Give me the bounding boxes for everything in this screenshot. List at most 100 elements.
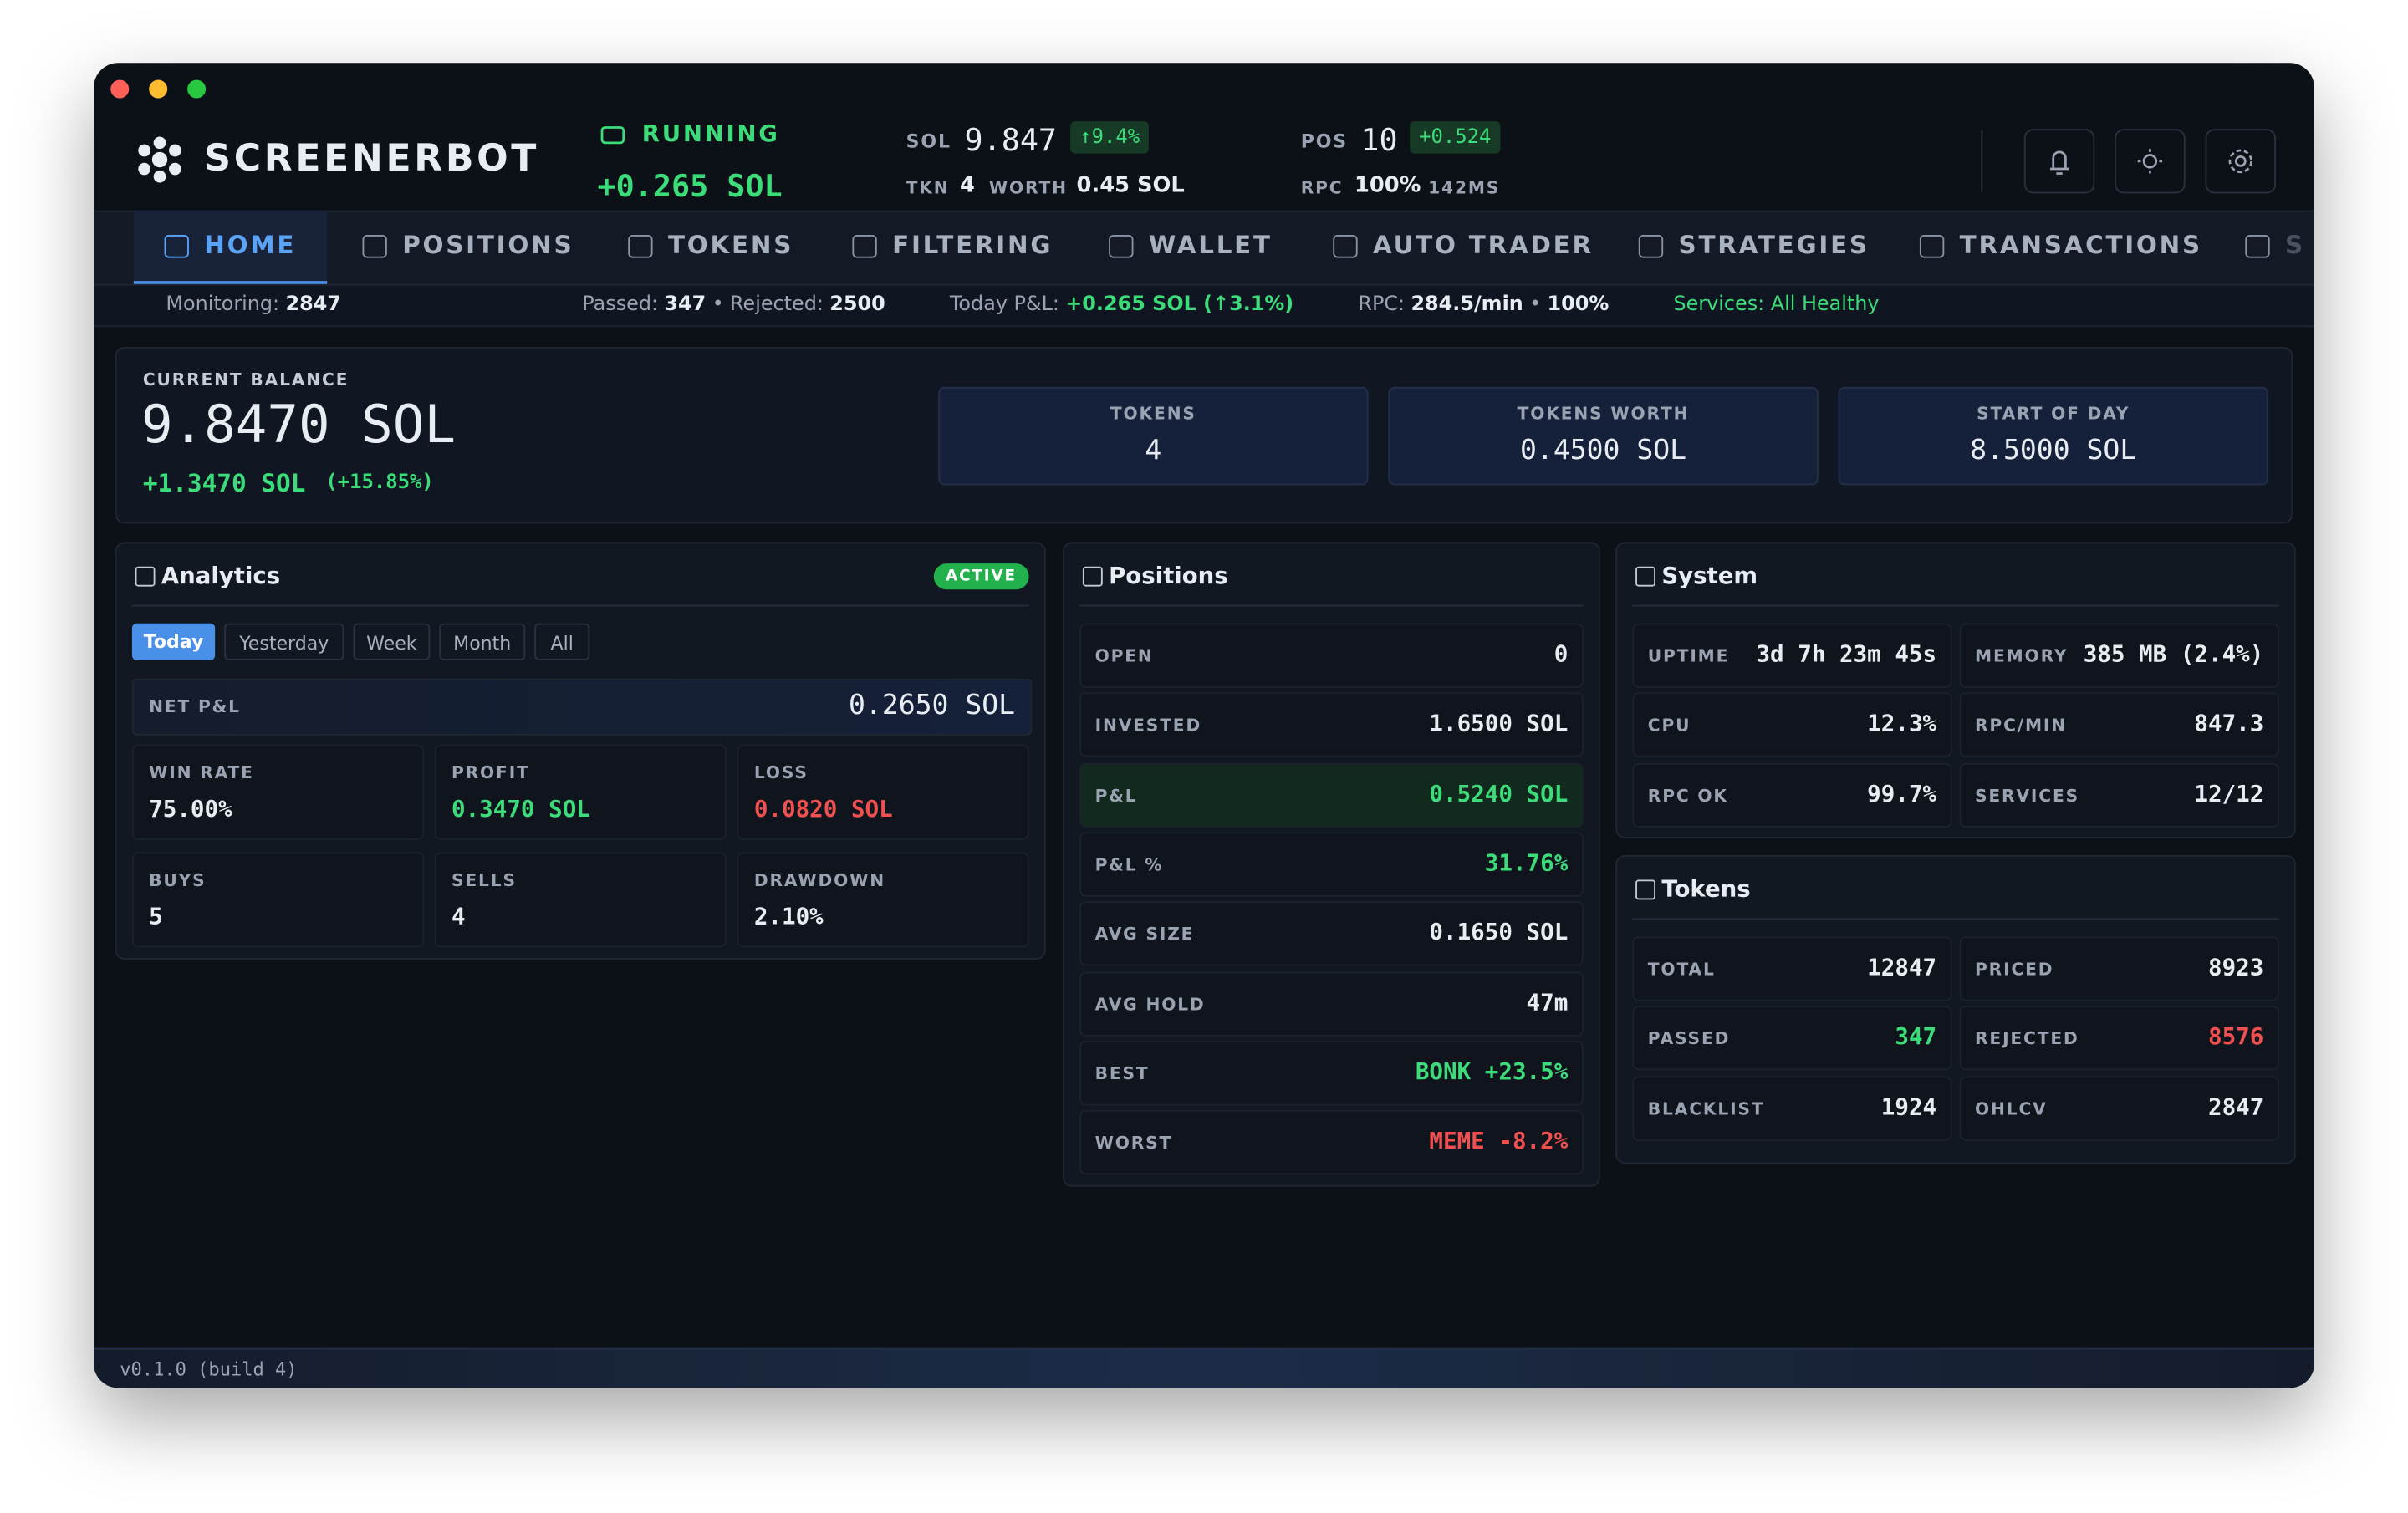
- cell-label: RPC OK: [1647, 785, 1728, 806]
- row-value: 47m: [1526, 987, 1569, 1016]
- footer: v0.1.0 (build 4): [94, 1347, 2314, 1388]
- stat-label: TOKENS WORTH: [1517, 404, 1690, 424]
- nav-tab[interactable]: TOKENS: [628, 211, 793, 281]
- metric-value: 2.10%: [753, 902, 824, 931]
- notifications-button[interactable]: [2023, 129, 2095, 194]
- panel-icon: [1635, 879, 1656, 900]
- status-pnl-label: Today P&L:: [949, 293, 1059, 317]
- stat-label: TOKENS: [1110, 404, 1196, 424]
- nav-tab[interactable]: S: [2245, 211, 2305, 281]
- position-row: P&L % 31.76%: [1079, 832, 1584, 897]
- settings-button[interactable]: [2205, 129, 2277, 194]
- pos-label: POS: [1300, 130, 1348, 152]
- status: RUNNING: [641, 120, 780, 148]
- nav-tab[interactable]: WALLET: [1109, 211, 1273, 281]
- metric-label: DRAWDOWN: [753, 870, 886, 891]
- nav-tab[interactable]: POSITIONS: [362, 211, 574, 281]
- metric-cell: BUYS 5: [131, 852, 424, 948]
- nav-tab[interactable]: FILTERING: [852, 211, 1053, 281]
- metric-label: BUYS: [149, 870, 207, 891]
- metric-label: WIN RATE: [149, 762, 254, 783]
- nav-icon: [628, 235, 653, 258]
- net-pnl-row: NET P&L 0.2650 SOL: [131, 678, 1033, 736]
- row-value: 0.1650 SOL: [1429, 918, 1569, 946]
- metric-cell: WIN RATE 75.00%: [131, 744, 424, 840]
- period-tab[interactable]: Today: [131, 623, 216, 660]
- metric-cell: LOSS 0.0820 SOL: [737, 744, 1029, 840]
- position-row: AVG SIZE 0.1650 SOL: [1079, 901, 1584, 966]
- metric-label: LOSS: [753, 762, 809, 783]
- theme-button[interactable]: [2115, 129, 2186, 194]
- balance-change-pct: (+15.85%): [325, 471, 434, 495]
- net-pnl-value: 0.2650 SOL: [849, 689, 1016, 722]
- status-separator: •: [1529, 293, 1542, 317]
- cell-value: 3d 7h 23m 45s: [1756, 639, 1937, 668]
- row-label: AVG HOLD: [1094, 994, 1206, 1015]
- period-tab[interactable]: Month: [439, 623, 526, 660]
- panel-title: Positions: [1109, 562, 1228, 590]
- cell-value: 2847: [2207, 1093, 2264, 1121]
- rpc-label: RPC: [1300, 178, 1344, 198]
- cell-label: UPTIME: [1647, 646, 1730, 667]
- cell-label: CPU: [1647, 716, 1691, 736]
- nav-icon: [852, 235, 877, 258]
- analytics-panel: Analytics ACTIVE Today Yesterday Week Month Al…: [115, 542, 1046, 960]
- stat-cell: RPC/MIN 847.3: [1959, 692, 2279, 758]
- nav-label[interactable]: HOME: [204, 230, 297, 260]
- nav-label[interactable]: STRATEGIES: [1678, 230, 1870, 260]
- nav-label[interactable]: TRANSACTIONS: [1959, 230, 2202, 260]
- window: SCREENERBOT RUNNING +0.265 SOL SOL 9.847…: [94, 63, 2314, 1388]
- cell-value: 8923: [2207, 953, 2264, 981]
- cell-value: 12847: [1867, 953, 1937, 981]
- balance-card: CURRENT BALANCE 9.8470 SOL +1.3470 SOL (…: [115, 347, 2293, 524]
- cell-label: REJECTED: [1975, 1029, 2079, 1050]
- cell-label: RPC/MIN: [1975, 716, 2068, 736]
- metric-cell: PROFIT 0.3470 SOL: [434, 744, 727, 840]
- rpc-latency: 142MS: [1428, 178, 1501, 198]
- tokens-panel: Tokens TOTAL 12847 PRICED 8923 PASSED 347 REJEC…: [1615, 855, 2296, 1164]
- sol-change: ↑9.4%: [1070, 121, 1150, 154]
- stat-cell: TOTAL 12847: [1632, 936, 1952, 1001]
- balance-stat-card: TOKENS WORTH 0.4500 SOL: [1388, 386, 1819, 486]
- nav-tab[interactable]: TRANSACTIONS: [1919, 211, 2202, 281]
- nav-label[interactable]: FILTERING: [892, 230, 1054, 260]
- status-services: Services: All Healthy: [1673, 293, 1880, 317]
- stat-value: 0.4500 SOL: [1520, 434, 1687, 467]
- nav-icon: [1333, 235, 1358, 258]
- nav-tab[interactable]: AUTO TRADER: [1333, 211, 1594, 281]
- position-row: P&L 0.5240 SOL: [1079, 762, 1584, 828]
- cell-label: PASSED: [1647, 1029, 1731, 1050]
- nav-label[interactable]: TOKENS: [667, 230, 794, 260]
- nav-tab[interactable]: HOME: [133, 210, 327, 284]
- position-row: OPEN 0: [1079, 623, 1584, 688]
- net-pnl-label: NET P&L: [149, 696, 241, 717]
- nav-label[interactable]: WALLET: [1148, 230, 1273, 260]
- period-tab[interactable]: All: [534, 623, 590, 660]
- cell-label: OHLCV: [1975, 1098, 2048, 1119]
- status-pnl-value: +0.265 SOL (↑3.1%): [1065, 293, 1294, 317]
- tkn-label: TKN: [906, 178, 950, 198]
- balance-change: +1.3470 SOL: [142, 468, 306, 498]
- cell-label: TOTAL: [1647, 959, 1716, 980]
- nav-icon: [1109, 235, 1134, 258]
- balance-label: CURRENT BALANCE: [142, 369, 349, 390]
- row-label: WORST: [1094, 1133, 1173, 1154]
- badge: ACTIVE: [933, 563, 1029, 590]
- period-tab[interactable]: Yesterday: [224, 623, 344, 660]
- nav-tab[interactable]: STRATEGIES: [1638, 211, 1870, 281]
- status-items: Monitoring: 2847 Passed: 347 • Rejected: 2500 T…: [135, 293, 1880, 317]
- position-row: WORST MEME -8.2%: [1079, 1110, 1584, 1175]
- row-value: 1.6500 SOL: [1429, 710, 1569, 738]
- stat-cell: RPC OK 99.7%: [1632, 762, 1952, 828]
- nav-label[interactable]: POSITIONS: [402, 230, 574, 260]
- nav-label[interactable]: AUTO TRADER: [1373, 230, 1594, 260]
- period-tab[interactable]: Week: [353, 623, 431, 660]
- position-row: AVG HOLD 47m: [1079, 970, 1584, 1036]
- panel-title: Tokens: [1661, 874, 1751, 903]
- panel-rule: [1632, 918, 2279, 920]
- balance-value: 9.8470 SOL: [140, 395, 456, 456]
- nav-icon: [164, 235, 189, 258]
- nav-label[interactable]: S: [2285, 230, 2305, 260]
- worth-value: 0.45 SOL: [1076, 173, 1185, 198]
- row-value: 0: [1553, 639, 1569, 668]
